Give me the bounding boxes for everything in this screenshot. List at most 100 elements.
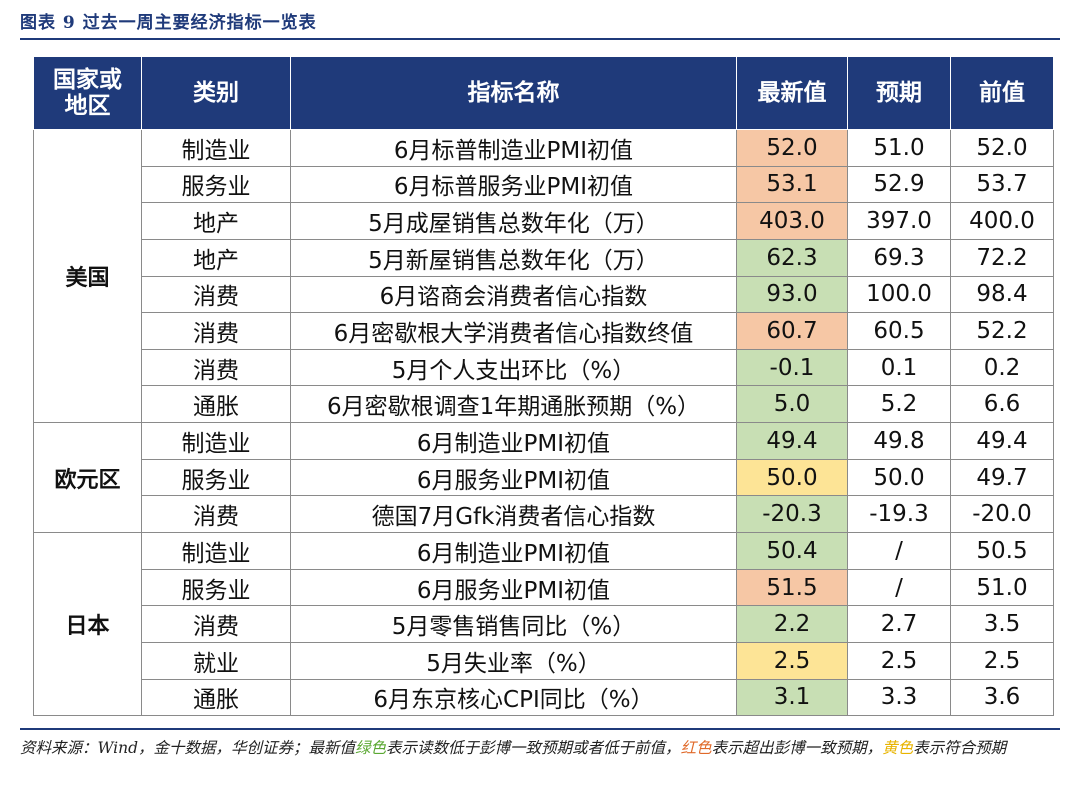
table-row: 欧元区 制造业 6月制造业PMI初值 49.4 49.8 49.4	[33, 422, 1054, 534]
expected-value-cell: 100.0	[847, 275, 951, 314]
footnote-text: 资料来源：Wind，金十数据，华创证券；最新值	[20, 739, 356, 757]
latest-value-cell: 3.1	[736, 678, 848, 717]
table-header-row: 国家或 地区 类别 指标名称 最新值 预期 前值	[33, 56, 1054, 130]
category-cell: 服务业	[141, 165, 291, 204]
previous-value-cell: 72.2	[950, 238, 1054, 277]
region-cell: 欧元区	[33, 422, 142, 534]
expected-value-cell: 60.5	[847, 312, 951, 350]
indicator-cell: 6月密歇根调查1年期通胀预期（%）	[290, 385, 737, 424]
previous-value-cell: 49.4	[950, 422, 1054, 460]
expected-value-cell: /	[847, 532, 951, 570]
table-row: 地产 5月成屋销售总数年化（万） 403.0 397.0 400.0	[34, 202, 1054, 240]
indicator-cell: 6月制造业PMI初值	[290, 422, 737, 460]
indicator-cell: 5月个人支出环比（%）	[290, 348, 737, 387]
latest-value-cell: 51.5	[736, 568, 848, 607]
latest-value-cell: 49.4	[736, 422, 848, 460]
latest-value-cell: 5.0	[736, 385, 848, 424]
previous-value-cell: 52.0	[950, 129, 1054, 167]
category-cell: 服务业	[141, 568, 291, 607]
indicator-table: 国家或 地区 类别 指标名称 最新值 预期 前值 美国 制造业 6月标普制造业PMI…	[33, 56, 1054, 717]
category-cell: 制造业	[141, 532, 291, 570]
latest-value-cell: 93.0	[736, 275, 848, 314]
indicator-cell: 6月密歇根大学消费者信心指数终值	[290, 312, 737, 350]
latest-value-cell: 60.7	[736, 312, 848, 350]
latest-value-cell: 403.0	[736, 202, 848, 240]
table-row: 通胀 6月密歇根调查1年期通胀预期（%） 5.0 5.2 6.6	[34, 385, 1054, 424]
expected-value-cell: 49.8	[847, 422, 951, 460]
previous-value-cell: 52.2	[950, 312, 1054, 350]
latest-value-cell: -20.3	[736, 495, 848, 534]
indicator-cell: 6月东京核心CPI同比（%）	[290, 678, 737, 717]
header-indicator: 指标名称	[290, 56, 737, 130]
category-cell: 地产	[141, 238, 291, 277]
footnote-text: 表示超出彭博一致预期，	[711, 739, 883, 757]
category-cell: 制造业	[141, 129, 291, 167]
header-expected: 预期	[847, 56, 951, 130]
table-row: 通胀 6月东京核心CPI同比（%） 3.1 3.3 3.6	[34, 678, 1054, 717]
table-row: 消费 5月零售销售同比（%） 2.2 2.7 3.5	[34, 605, 1054, 643]
indicator-cell: 6月服务业PMI初值	[290, 458, 737, 497]
latest-value-cell: -0.1	[736, 348, 848, 387]
previous-value-cell: 98.4	[950, 275, 1054, 314]
category-cell: 服务业	[141, 458, 291, 497]
previous-value-cell: 51.0	[950, 568, 1054, 607]
footnote-text: 表示符合预期	[913, 739, 1007, 757]
previous-value-cell: -20.0	[950, 495, 1054, 534]
latest-value-cell: 62.3	[736, 238, 848, 277]
figure-title: 图表 9 过去一周主要经济指标一览表	[20, 13, 317, 33]
previous-value-cell: 0.2	[950, 348, 1054, 387]
table-row: 就业 5月失业率（%） 2.5 2.5 2.5	[34, 641, 1054, 680]
indicator-cell: 5月新屋销售总数年化（万）	[290, 238, 737, 277]
latest-value-cell: 50.0	[736, 458, 848, 497]
table-row: 服务业 6月服务业PMI初值 51.5/51.0	[34, 568, 1054, 607]
category-cell: 通胀	[141, 678, 291, 717]
header-category: 类别	[141, 56, 291, 130]
indicator-cell: 5月成屋销售总数年化（万）	[290, 202, 737, 240]
category-cell: 消费	[141, 605, 291, 643]
expected-value-cell: 69.3	[847, 238, 951, 277]
table-row: 服务业 6月标普服务业PMI初值 53.1 52.9 53.7	[34, 165, 1054, 204]
category-cell: 地产	[141, 202, 291, 240]
table-row: 地产 5月新屋销售总数年化（万） 62.3 69.3 72.2	[34, 238, 1054, 277]
region-cell: 日本	[33, 532, 142, 717]
table-body: 美国 制造业 6月标普制造业PMI初值 52.0 51.0 52.0 服务业 6月标普服务业P…	[33, 128, 1054, 717]
expected-value-cell: -19.3	[847, 495, 951, 534]
previous-value-cell: 49.7	[950, 458, 1054, 497]
category-cell: 就业	[141, 641, 291, 680]
footnote-text: 表示读数低于彭博一致预期或者低于前值，	[386, 739, 681, 757]
header-latest: 最新值	[736, 56, 848, 130]
footnote-yellow-word: 黄色	[882, 739, 914, 757]
category-cell: 消费	[141, 495, 291, 534]
previous-value-cell: 400.0	[950, 202, 1054, 240]
category-cell: 消费	[141, 348, 291, 387]
latest-value-cell: 53.1	[736, 165, 848, 204]
previous-value-cell: 53.7	[950, 165, 1054, 204]
previous-value-cell: 3.5	[950, 605, 1054, 643]
region-cell: 美国	[33, 128, 142, 424]
indicator-cell: 6月制造业PMI初值	[290, 532, 737, 570]
category-cell: 制造业	[141, 422, 291, 460]
footnote-divider	[20, 728, 1060, 730]
expected-value-cell: 52.9	[847, 165, 951, 204]
title-divider	[20, 38, 1060, 40]
table-row: 美国 制造业 6月标普制造业PMI初值 52.0 51.0 52.0	[33, 128, 1054, 424]
table-row: 消费 5月个人支出环比（%） -0.1 0.1 0.2	[34, 348, 1054, 387]
indicator-cell: 6月标普服务业PMI初值	[290, 165, 737, 204]
expected-value-cell: 397.0	[847, 202, 951, 240]
expected-value-cell: 2.5	[847, 641, 951, 680]
expected-value-cell: 2.7	[847, 605, 951, 643]
table-row: 消费 德国7月Gfk消费者信心指数 -20.3 -19.3 -20.0	[34, 495, 1054, 534]
latest-value-cell: 52.0	[736, 129, 848, 167]
table-row: 服务业 6月服务业PMI初值 50.0 50.0 49.7	[34, 458, 1054, 497]
indicator-cell: 5月失业率（%）	[290, 641, 737, 680]
indicator-cell: 6月标普制造业PMI初值	[290, 129, 737, 167]
indicator-cell: 5月零售销售同比（%）	[290, 605, 737, 643]
category-cell: 通胀	[141, 385, 291, 424]
latest-value-cell: 2.5	[736, 641, 848, 680]
category-cell: 消费	[141, 275, 291, 314]
table-row: 日本 制造业 6月制造业PMI初值 50.4/50.5	[33, 532, 1054, 717]
category-cell: 消费	[141, 312, 291, 350]
footnote-green-word: 绿色	[355, 739, 387, 757]
previous-value-cell: 50.5	[950, 532, 1054, 570]
latest-value-cell: 50.4	[736, 532, 848, 570]
